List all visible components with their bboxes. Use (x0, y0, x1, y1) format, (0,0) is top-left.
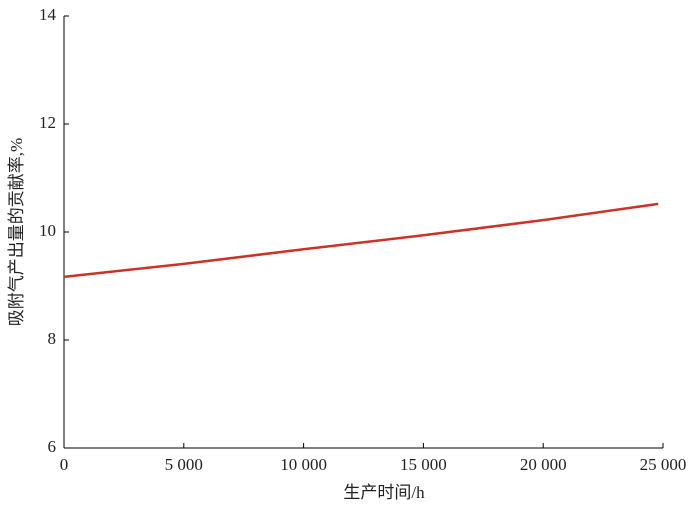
x-tick-label: 0 (60, 455, 69, 474)
x-tick-label: 25 000 (640, 455, 687, 474)
x-tick-label: 5 000 (165, 455, 203, 474)
x-tick-label: 15 000 (400, 455, 447, 474)
y-tick-label: 14 (39, 5, 57, 24)
x-axis-label: 生产时间/h (343, 483, 425, 502)
y-tick-label: 10 (39, 221, 56, 240)
x-tick-label: 20 000 (520, 455, 567, 474)
y-axis-label: 吸附气产出量的贡献率,% (7, 138, 26, 326)
data-line (63, 202, 659, 279)
y-tick-label: 12 (39, 113, 56, 132)
x-tick-label: 10 000 (280, 455, 327, 474)
y-tick-label: 8 (48, 329, 57, 348)
y-tick-label: 6 (48, 437, 57, 456)
